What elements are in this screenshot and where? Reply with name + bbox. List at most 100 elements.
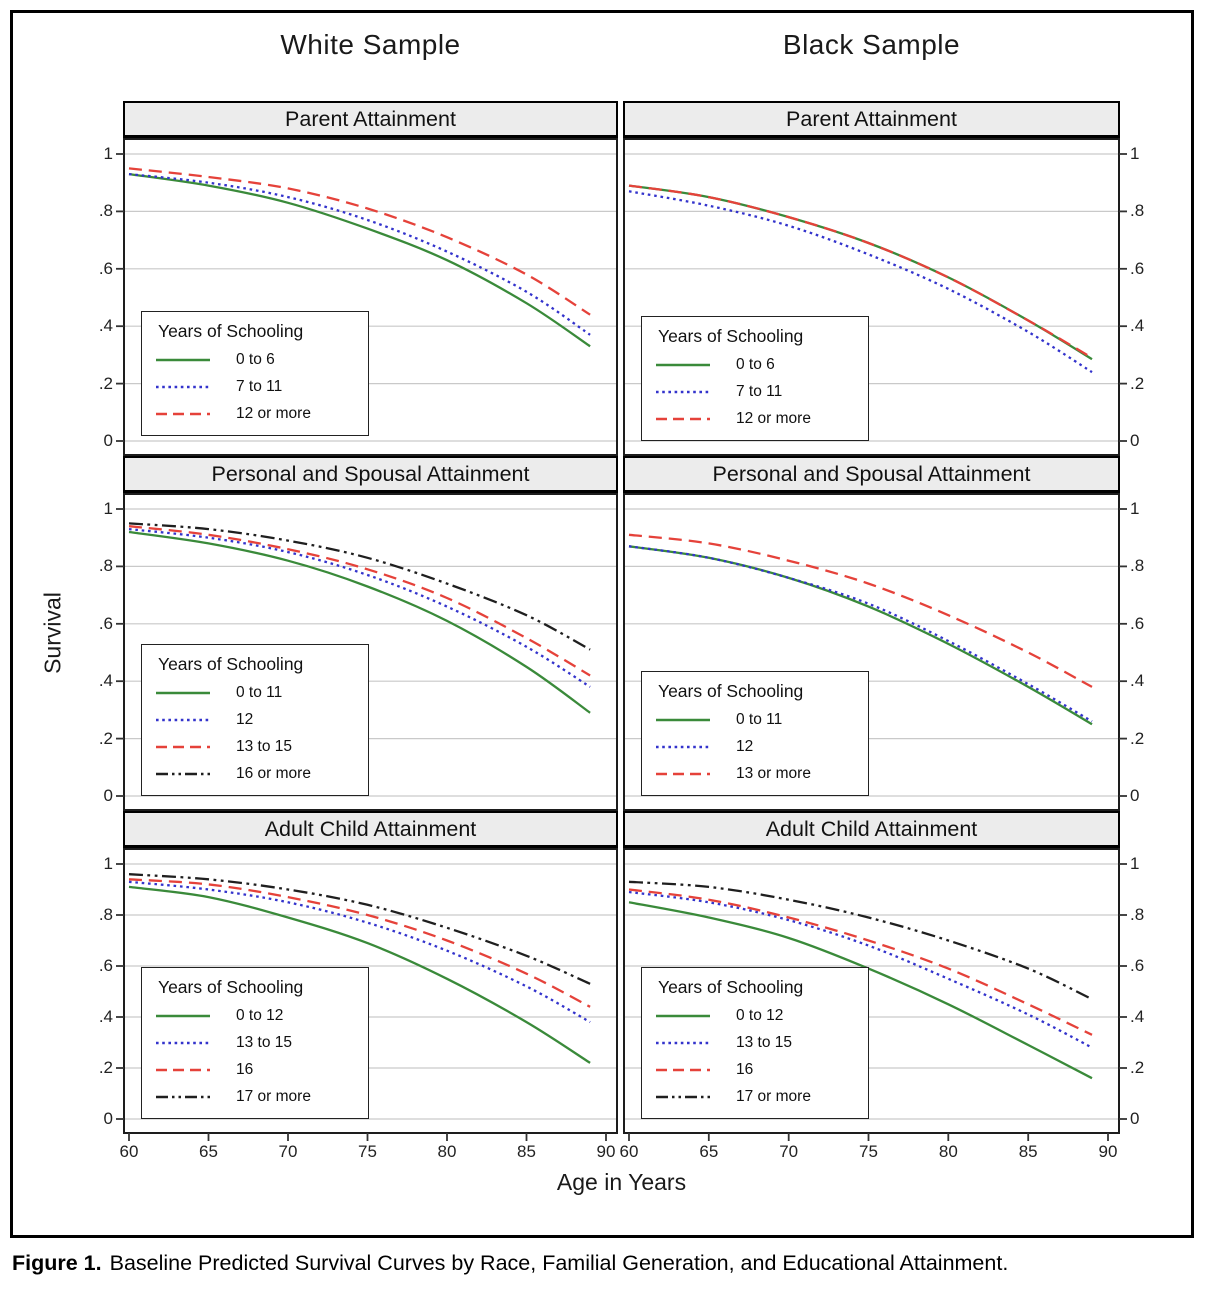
y-tick-label: .2 — [1130, 373, 1145, 393]
legend-item: 16 or more — [156, 765, 352, 783]
x-axis-label: Age in Years — [556, 1169, 687, 1195]
legend-swatch-solid — [156, 691, 210, 695]
legend-item-label: 17 or more — [236, 1088, 311, 1105]
legend-item: 13 to 15 — [156, 738, 352, 756]
legend: Years of Schooling 0 to 11 12 13 to 15 16 or… — [141, 644, 369, 796]
curve-7-to-11 — [128, 172, 591, 336]
legend-item-label: 16 — [736, 1061, 754, 1078]
legend-swatch-dotted — [656, 745, 710, 749]
survival-curves-svg — [116, 153, 616, 442]
curve-16 — [628, 888, 1093, 1036]
legend-swatch-dashed — [156, 412, 210, 416]
panel-title: Parent Attainment — [623, 101, 1120, 138]
curve-12 — [128, 527, 591, 688]
legend-swatch-dotted — [156, 385, 210, 389]
figure-caption: Figure 1. Baseline Predicted Survival Cur… — [12, 1251, 1008, 1276]
panel-black-adult-child: Adult Child Attainment Years of Schooling… — [623, 811, 1127, 1141]
x-tick-label: 75 — [358, 1142, 377, 1161]
x-tick-label: 90 — [1098, 1142, 1118, 1161]
y-tick-label: .8 — [1130, 556, 1145, 576]
legend: Years of Schooling 0 to 6 7 to 11 12 or mor… — [641, 316, 869, 441]
panel-white-adult-child: Adult Child Attainment Years of Schooling… — [116, 811, 618, 1141]
y-tick-label: .6 — [1130, 258, 1145, 278]
y-tick-label: .6 — [1130, 613, 1145, 633]
y-tick-label: .6 — [98, 956, 113, 975]
legend-item-label: 7 to 11 — [236, 378, 283, 395]
curve-17-or-more — [128, 873, 591, 985]
legend-swatch-dashed — [156, 745, 210, 749]
x-tick-label: 60 — [619, 1142, 639, 1161]
legend-swatch-solid — [156, 1014, 210, 1018]
x-tick-label: 75 — [859, 1142, 878, 1161]
plot-area: Years of Schooling 0 to 6 7 to 11 12 or mor… — [116, 138, 618, 456]
legend-item-label: 17 or more — [736, 1088, 811, 1105]
legend-swatch-dotted — [156, 1041, 210, 1045]
figure-caption-label: Figure 1. — [12, 1251, 102, 1275]
x-tick-label: 70 — [779, 1142, 799, 1161]
y-tick-label: .2 — [1130, 1058, 1145, 1077]
legend-item-label: 13 to 15 — [736, 1034, 793, 1051]
y-tick-label: .8 — [1130, 201, 1145, 221]
legend-item-label: 12 — [736, 738, 754, 755]
legend-swatch-dotted — [656, 390, 710, 394]
curve-12-or-more — [628, 184, 1093, 359]
y-tick-label: 1 — [1130, 499, 1140, 518]
curve-16 — [128, 878, 591, 1008]
legend-item-label: 12 — [236, 711, 254, 728]
legend: Years of Schooling 0 to 12 13 to 15 16 17 or… — [641, 967, 869, 1119]
curve-0-to-11 — [628, 545, 1093, 726]
panel-white-personal-spousal: Personal and Spousal Attainment Years of … — [116, 456, 618, 811]
y-tick-label: .8 — [98, 905, 113, 924]
curve-17-or-more — [628, 880, 1093, 1001]
plot-area: Years of Schooling 0 to 12 13 to 15 16 17 or… — [116, 848, 618, 1141]
y-tick-label: .6 — [98, 613, 113, 633]
y-tick-label: .4 — [98, 671, 113, 691]
legend-item-label: 0 to 12 — [736, 1007, 784, 1024]
panels-container: Parent Attainment Years of Schooling 0 to … — [13, 13, 1191, 1235]
panel-title: Parent Attainment — [123, 101, 618, 138]
y-tick-label: .2 — [98, 373, 113, 393]
y-tick-label: 0 — [1130, 786, 1140, 805]
legend-title: Years of Schooling — [158, 321, 304, 341]
legend-item: 16 — [656, 1061, 852, 1079]
y-tick-label: 1 — [103, 499, 113, 518]
y-tick-label: .4 — [1130, 316, 1145, 336]
legend-item-label: 7 to 11 — [736, 383, 783, 400]
x-tick-label: 65 — [199, 1142, 218, 1161]
legend-item-label: 0 to 11 — [736, 711, 783, 728]
column-title-white-sample: White Sample — [280, 29, 461, 60]
x-tick-label: 70 — [278, 1142, 298, 1161]
survival-curves-svg — [625, 153, 1127, 442]
legend-item: 0 to 12 — [156, 1007, 352, 1025]
panel-title: Personal and Spousal Attainment — [623, 456, 1120, 493]
y-tick-label: 0 — [103, 1109, 113, 1128]
y-tick-label: 1 — [103, 144, 113, 163]
legend-title: Years of Schooling — [658, 681, 804, 701]
legend-item: 7 to 11 — [156, 378, 352, 396]
legend-item-label: 16 — [236, 1061, 254, 1078]
legend-item: 13 to 15 — [156, 1034, 352, 1052]
x-tick-label: 80 — [437, 1142, 457, 1161]
legend-item-label: 0 to 6 — [736, 356, 775, 373]
x-tick-label: 80 — [938, 1142, 958, 1161]
legend-swatch-dashed — [656, 1068, 710, 1072]
curve-13-to-15 — [128, 525, 591, 677]
panel-title: Adult Child Attainment — [123, 811, 618, 848]
curve-0-to-11 — [128, 530, 591, 714]
curve-13-or-more — [628, 533, 1093, 688]
y-tick-label: .6 — [98, 258, 113, 278]
figure-caption-text: Baseline Predicted Survival Curves by Ra… — [109, 1251, 1009, 1275]
legend-item-label: 0 to 6 — [236, 351, 275, 368]
legend: Years of Schooling 0 to 6 7 to 11 12 or mor… — [141, 311, 369, 436]
plot-area: Years of Schooling 0 to 11 12 13 or more — [623, 493, 1127, 811]
legend-item: 16 — [156, 1061, 352, 1079]
legend-item-label: 12 or more — [236, 405, 311, 422]
legend-item-label: 13 to 15 — [236, 1034, 293, 1051]
plot-area: Years of Schooling 0 to 12 13 to 15 16 17 or… — [623, 848, 1127, 1141]
panel-title: Personal and Spousal Attainment — [123, 456, 618, 493]
legend-item: 0 to 11 — [156, 684, 352, 702]
y-tick-label: .4 — [98, 1007, 113, 1026]
x-tick-label: 85 — [1018, 1142, 1038, 1161]
legend-item: 17 or more — [656, 1088, 852, 1106]
legend-item: 17 or more — [156, 1088, 352, 1106]
